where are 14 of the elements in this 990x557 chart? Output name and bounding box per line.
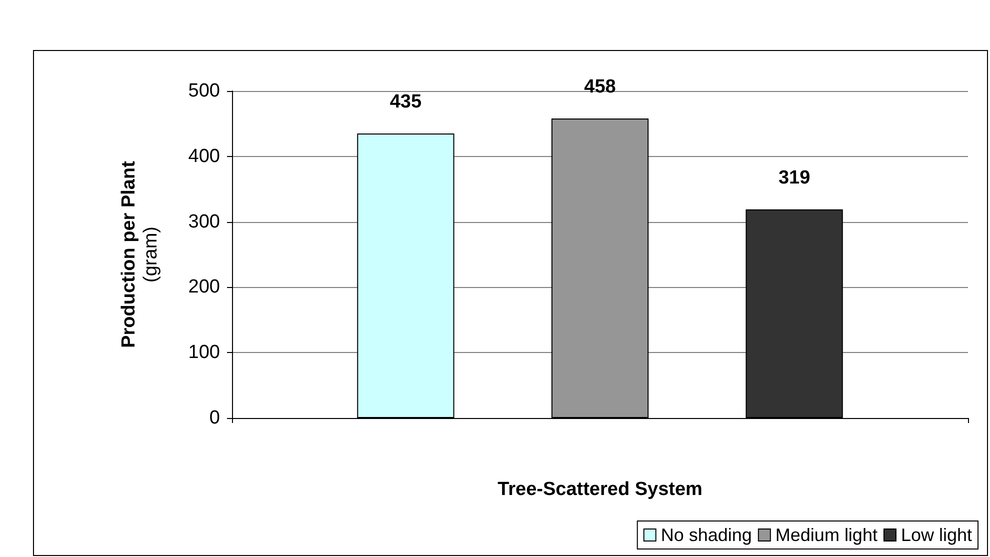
data-label: 319 [778,167,810,188]
legend-label: Medium light [775,525,878,545]
y-axis-title: Production per Plant (gram) [118,160,162,348]
y-tick-label: 500 [188,80,220,102]
legend-label: Low light [900,525,972,545]
data-label: 435 [390,92,422,113]
y-tick-label: 300 [188,211,220,232]
y-tick-label: 200 [188,276,220,298]
y-tick-label: 100 [188,342,220,364]
y-tick-label: 400 [188,146,220,167]
legend-label: No shading [660,525,752,545]
x-axis-title: Tree-Scattered System [498,479,702,500]
data-label: 458 [584,76,616,98]
y-tick-label: 0 [209,408,220,428]
